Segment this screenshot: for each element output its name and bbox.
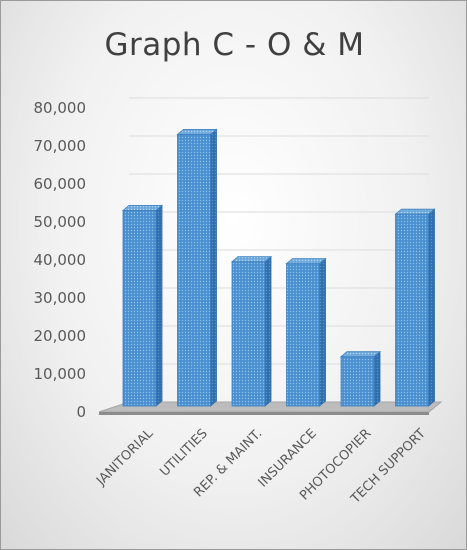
bar bbox=[177, 133, 211, 407]
bar-top bbox=[176, 128, 218, 135]
x-tick-label: UTILITIES bbox=[157, 426, 210, 479]
bar-top bbox=[230, 256, 273, 263]
bar bbox=[340, 356, 375, 407]
gridlines bbox=[129, 97, 429, 365]
bar-top bbox=[394, 208, 436, 215]
y-tick-label: 70,000 bbox=[34, 137, 87, 155]
bar-side bbox=[264, 255, 272, 407]
y-tick-label: 20,000 bbox=[34, 327, 87, 345]
bars bbox=[121, 128, 436, 407]
y-tick-label: 60,000 bbox=[34, 175, 87, 193]
bar bbox=[231, 261, 266, 407]
y-axis: 0 10,000 20,000 30,000 40,000 50,000 60,000 70,… bbox=[34, 99, 87, 421]
y-tick-label: 50,000 bbox=[34, 213, 87, 231]
y-tick-label: 30,000 bbox=[34, 289, 87, 307]
floor-edge bbox=[99, 412, 429, 415]
bar bbox=[122, 209, 157, 407]
bar-side bbox=[428, 208, 435, 407]
bar-top bbox=[285, 258, 327, 265]
bar-top bbox=[121, 204, 164, 211]
y-tick-label: 40,000 bbox=[34, 251, 87, 269]
y-tick-label: 80,000 bbox=[34, 99, 87, 117]
bar-side bbox=[155, 204, 163, 407]
bar-side bbox=[373, 350, 381, 407]
y-tick-label: 0 bbox=[76, 403, 86, 421]
bar-side bbox=[210, 128, 217, 407]
bar-side bbox=[319, 257, 326, 407]
bar-top bbox=[339, 351, 382, 358]
bar bbox=[286, 263, 320, 407]
bar bbox=[395, 213, 429, 407]
chart-title: Graph C - O & M bbox=[104, 27, 365, 63]
x-tick-label: JANITORIAL bbox=[93, 426, 157, 490]
y-tick-label: 10,000 bbox=[34, 365, 87, 383]
